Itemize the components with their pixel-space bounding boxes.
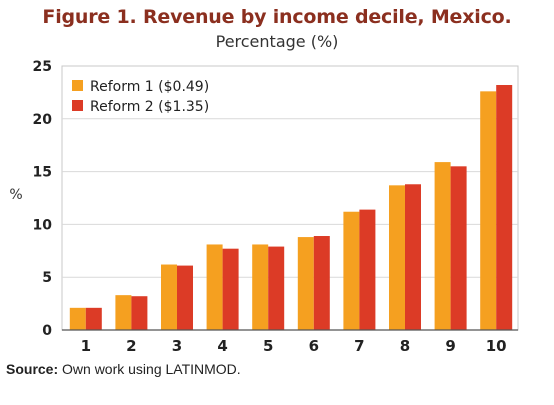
x-tick-label: 5 [263, 337, 273, 355]
y-tick-label: 5 [42, 270, 52, 286]
bar-2-decile-4 [222, 248, 239, 330]
source-text: Own work using LATINMOD. [62, 361, 241, 377]
legend-label-1: Reform 1 ($0.49) [90, 79, 209, 95]
bar-1-decile-5 [252, 244, 269, 330]
chart-subtitle: Percentage (%) [215, 32, 339, 51]
legend-label-2: Reform 2 ($1.35) [90, 99, 209, 115]
bar-1-decile-1 [69, 307, 86, 330]
x-tick-label: 6 [309, 337, 319, 355]
bar-2-decile-10 [496, 85, 513, 331]
bar-2-decile-3 [177, 265, 193, 330]
x-tick-label: 9 [445, 337, 455, 355]
y-tick-label: 25 [33, 59, 52, 75]
legend-swatch-2 [72, 100, 83, 111]
x-tick-label: 2 [126, 337, 136, 355]
bar-1-decile-8 [389, 185, 405, 330]
bar-1-decile-3 [161, 264, 177, 330]
legend-swatch-1 [72, 80, 83, 91]
y-axis-label: % [9, 187, 22, 203]
bar-2-decile-9 [450, 166, 467, 330]
source-note: Source: Own work using LATINMOD. [6, 361, 241, 377]
bar-2-decile-5 [268, 246, 285, 330]
chart-title: Figure 1. Revenue by income decile, Mexi… [42, 6, 512, 28]
bar-2-decile-7 [359, 209, 376, 330]
source-label: Source: [6, 361, 59, 377]
bar-2-decile-8 [405, 184, 421, 330]
x-tick-label: 7 [354, 337, 364, 355]
bar-1-decile-6 [297, 237, 314, 330]
bar-1-decile-4 [206, 244, 223, 330]
y-tick-label: 10 [33, 217, 53, 233]
x-tick-label: 3 [172, 337, 182, 355]
y-tick-label: 15 [33, 165, 52, 181]
bar-1-decile-10 [480, 91, 497, 331]
bar-1-decile-7 [343, 211, 360, 330]
bar-1-decile-9 [434, 162, 451, 330]
x-tick-label: 10 [486, 337, 507, 355]
x-tick-label: 1 [81, 337, 91, 355]
y-tick-label: 0 [42, 323, 52, 339]
bar-2-decile-1 [85, 307, 102, 330]
y-tick-label: 20 [33, 112, 53, 128]
bar-2-decile-6 [313, 236, 330, 330]
x-tick-label: 4 [217, 337, 227, 355]
bar-2-decile-2 [131, 296, 148, 330]
bar-1-decile-2 [115, 295, 132, 330]
x-tick-label: 8 [400, 337, 410, 355]
